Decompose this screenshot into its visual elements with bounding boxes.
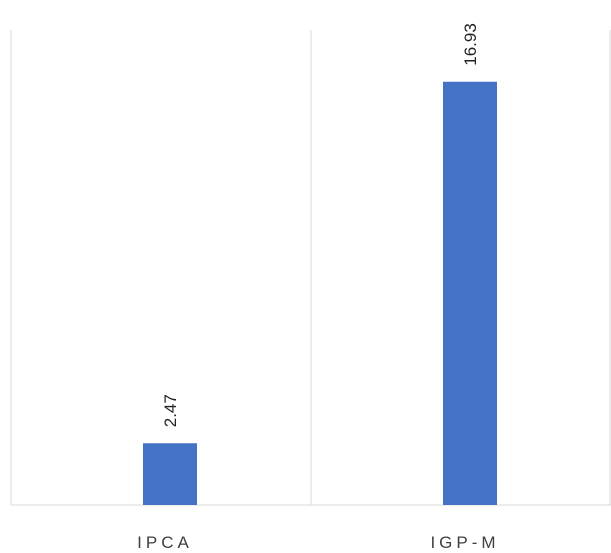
category-label-ipca: IPCA <box>137 533 193 552</box>
plot-frame <box>10 30 611 506</box>
data-label-ipca: 2.47 <box>161 394 180 427</box>
bar-ipca <box>143 443 197 505</box>
data-label-igp-m: 16.93 <box>461 23 480 66</box>
category-label-igp-m: IGP-M <box>430 533 499 552</box>
bar-igp-m <box>443 81 497 505</box>
category-labels-group: IPCA IGP-M <box>137 533 499 552</box>
bars-group <box>143 81 497 505</box>
data-labels-group: 2.47 16.93 <box>161 23 480 427</box>
